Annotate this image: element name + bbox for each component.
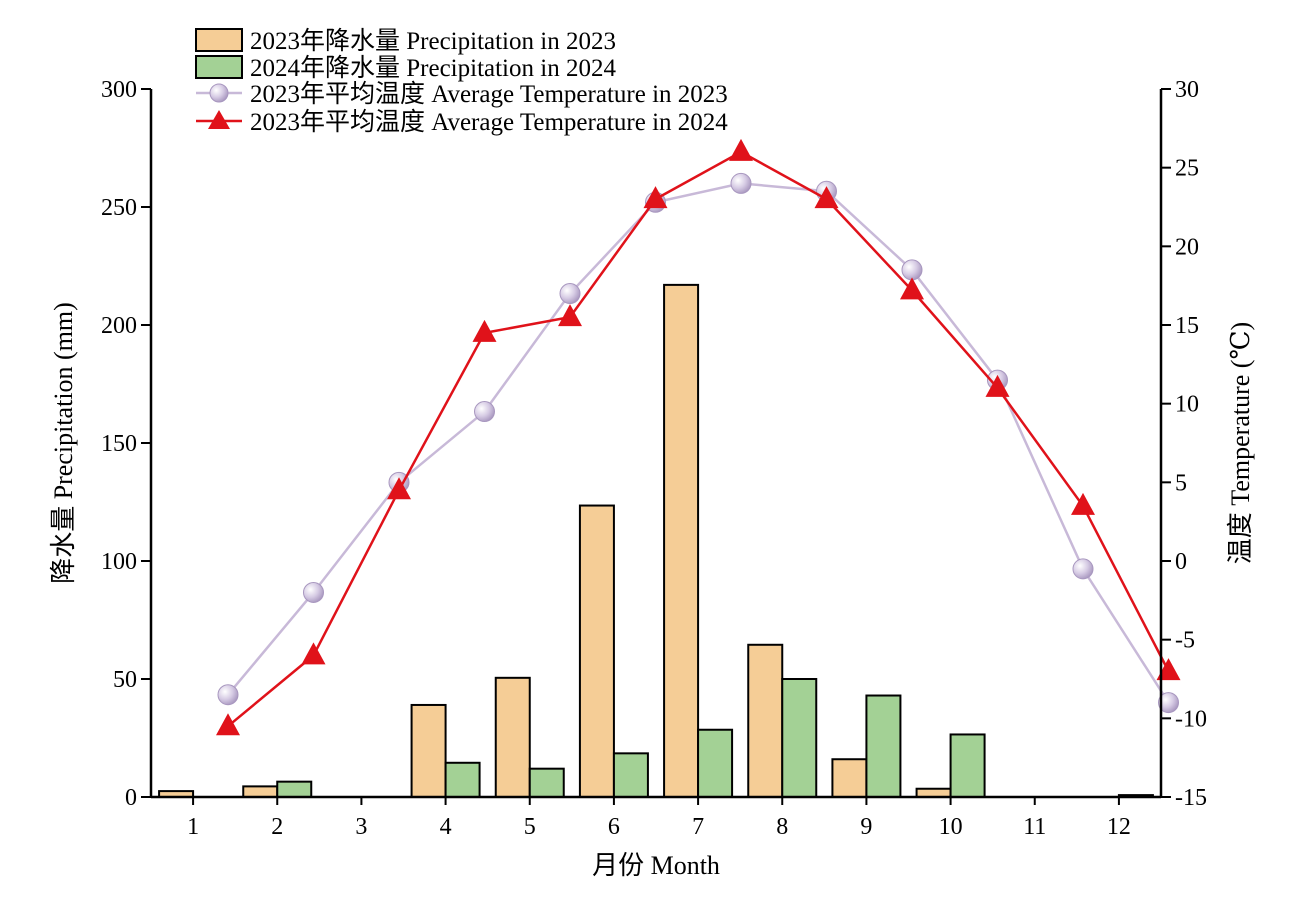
- y-left-tick-label: 250: [101, 195, 137, 221]
- point-temp-2024-month-6: [643, 186, 668, 209]
- y-right-tick-label: -15: [1175, 785, 1207, 811]
- x-tick-label: 4: [440, 814, 452, 840]
- legend-swatch-bar-2024: [195, 55, 243, 79]
- point-temp-2024-month-3: [387, 477, 411, 500]
- x-tick-label: 12: [1107, 814, 1131, 840]
- bar-2024-month-10: [949, 733, 986, 799]
- y-right-tick-label: -5: [1175, 628, 1195, 654]
- point-temp-2024-month-7: [729, 138, 753, 161]
- y-axis-right-title: 温度 Temperature (℃): [1226, 322, 1255, 564]
- legend-label-temp-2023: 2023年平均温度 Average Temperature in 2023: [250, 80, 728, 108]
- x-tick-label: 3: [355, 814, 367, 840]
- point-temp-2023-month-11: [1072, 558, 1094, 580]
- y-right-tick-label: 25: [1175, 156, 1199, 182]
- y-right-tick-label: -10: [1175, 706, 1207, 732]
- bar-2023-month-4: [410, 703, 447, 799]
- y-left-tick-label: 100: [101, 549, 137, 575]
- legend-label-temp-2024: 2023年平均温度 Average Temperature in 2024: [250, 108, 728, 136]
- x-tick-label: 8: [776, 814, 788, 840]
- y-left-tick-label: 300: [101, 77, 137, 103]
- y-left-tick-label: 150: [101, 431, 137, 457]
- x-tick-label: 10: [939, 814, 963, 840]
- bar-series-2023: [158, 283, 952, 799]
- point-temp-2023-month-5: [559, 283, 581, 305]
- bar-2024-month-9: [865, 694, 902, 799]
- y-left-tick-label: 50: [113, 667, 137, 693]
- x-tick-label: 1: [187, 814, 199, 840]
- point-temp-2024-month-4: [472, 319, 497, 342]
- bar-2024-month-5: [528, 767, 565, 798]
- y-left-tick-label: 200: [101, 313, 137, 339]
- y-right-tick-label: 20: [1175, 234, 1199, 260]
- point-temp-2023-month-4: [474, 401, 495, 423]
- x-axis-title: 月份 Month: [592, 851, 720, 880]
- y-axis-left-title: 降水量 Precipitation (mm): [49, 302, 78, 584]
- bar-2023-month-9: [831, 758, 868, 798]
- line-series-2024: [216, 138, 1181, 736]
- legend-swatch-bar-2023: [195, 28, 243, 52]
- x-tick-label: 5: [524, 814, 536, 840]
- bar-2023-month-6: [578, 504, 615, 798]
- x-tick-label: 2: [271, 814, 283, 840]
- bar-2023-month-5: [494, 676, 531, 799]
- legend-marker-temp-2024: [208, 110, 230, 129]
- legend-label-bar-2024: 2024年降水量 Precipitation in 2024: [250, 54, 616, 82]
- line-path-temp-2023: [227, 182, 1170, 704]
- point-temp-2023-month-7: [730, 172, 752, 194]
- bar-2024-month-2: [276, 780, 313, 798]
- bar-2023-month-7: [663, 283, 700, 798]
- point-temp-2023-month-9: [901, 259, 923, 281]
- y-right-tick-label: 15: [1175, 313, 1199, 339]
- point-temp-2023-month-12: [1158, 692, 1179, 714]
- point-temp-2023-month-1: [217, 684, 239, 706]
- bar-2024-month-7: [697, 728, 734, 798]
- point-temp-2024-month-1: [216, 713, 240, 736]
- y-right-tick-label: 5: [1175, 470, 1187, 496]
- point-temp-2023-month-2: [303, 581, 324, 603]
- bar-2024-month-8: [781, 678, 818, 798]
- bar-2024-month-4: [444, 761, 481, 799]
- y-right-tick-label: 30: [1175, 77, 1199, 103]
- x-tick-label: 6: [608, 814, 620, 840]
- bar-2024-month-6: [612, 752, 649, 799]
- x-tick-label: 9: [860, 814, 872, 840]
- point-temp-2024-month-9: [900, 277, 924, 300]
- y-right-tick-label: 10: [1175, 392, 1199, 418]
- point-temp-2024-month-10: [985, 374, 1010, 397]
- point-temp-2024-month-2: [301, 642, 326, 665]
- line-path-temp-2024: [227, 150, 1170, 728]
- point-temp-2024-month-12: [1156, 658, 1181, 681]
- point-temp-2024-month-11: [1071, 492, 1095, 515]
- x-tick-label: 7: [692, 814, 704, 840]
- point-temp-2024-month-5: [558, 304, 582, 327]
- y-right-tick-label: 0: [1175, 549, 1187, 575]
- bar-series-2024: [276, 678, 1154, 799]
- bar-2023-month-2: [242, 785, 279, 799]
- y-left-tick-label: 0: [125, 785, 137, 811]
- point-temp-2024-month-8: [814, 186, 839, 209]
- legend: 2023年降水量 Precipitation in 2023 2024年降水量 …: [195, 27, 728, 136]
- legend-marker-temp-2023: [209, 83, 229, 103]
- x-tick-label: 11: [1023, 814, 1046, 840]
- legend-label-bar-2023: 2023年降水量 Precipitation in 2023: [250, 27, 616, 55]
- bar-2023-month-8: [747, 643, 784, 799]
